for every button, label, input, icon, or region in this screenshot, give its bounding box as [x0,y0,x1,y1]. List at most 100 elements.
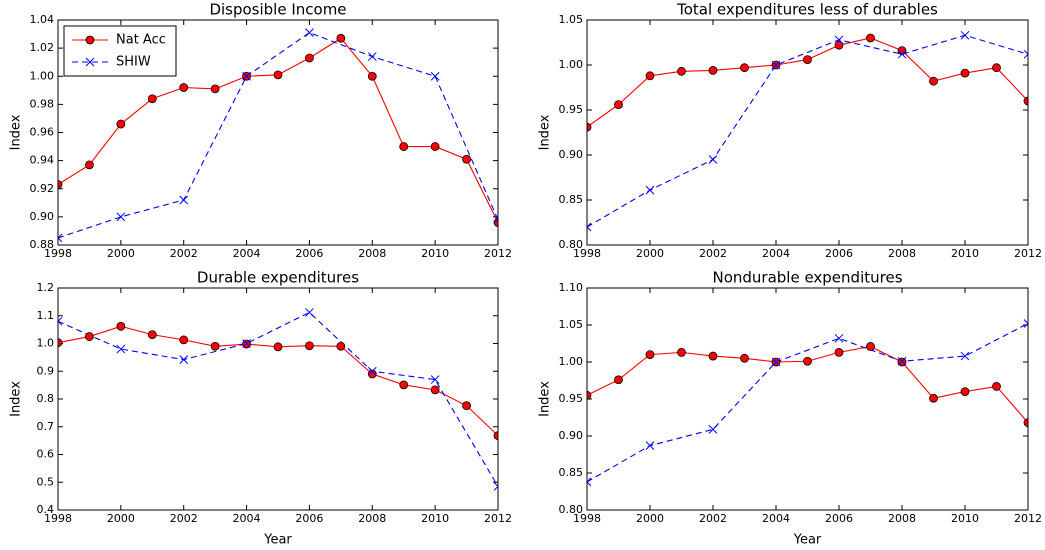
marker [430,142,440,151]
y-tick-label: 1.05 [559,13,584,26]
marker [273,342,283,352]
y-tick-label: 0.4 [37,503,55,516]
y-axis-label: Index [9,381,24,417]
marker [116,321,126,331]
marker [708,351,718,361]
marker [116,212,126,222]
plot-area [58,308,498,491]
subplot-title: Total expenditures less of durables [676,1,938,19]
y-tick-label: 0.92 [30,182,55,195]
marker [147,94,157,104]
marker [462,154,471,164]
marker [179,335,189,345]
marker [645,185,655,195]
marker [929,76,938,86]
marker [116,119,126,129]
marker [897,357,907,367]
subplot: Disposible Income Index 0.88 0.90 0.92 0.94 0.… [9,1,513,261]
legend-frame [63,25,177,77]
y-tick-label: 0.7 [37,420,55,433]
marker [430,71,440,81]
y-axis-label: Index [538,114,553,150]
y-tick-label: 1.00 [30,69,55,82]
subplot-title: Disposible Income [209,1,346,19]
y-axis-label: Index [538,381,553,417]
marker [897,49,907,59]
y-tick-label: 0.85 [559,193,584,206]
x-tick-label: 2006 [295,247,323,260]
marker [336,341,346,351]
marker [960,351,970,361]
marker [587,222,592,232]
x-tick-label: 2004 [233,512,261,525]
y-tick-label: 0.85 [559,466,584,479]
marker [58,180,63,189]
x-tick-label: 2006 [825,247,853,260]
y-tick-label: 1.0 [37,337,55,350]
marker [462,401,471,411]
marker [179,195,189,205]
marker [85,35,95,45]
marker [960,68,970,78]
y-tick-label: 1.00 [559,355,584,368]
marker [708,155,718,164]
x-tick-label: 2010 [951,512,979,525]
x-tick-label: 2012 [1014,512,1042,525]
x-tick-label: 2002 [170,512,198,525]
marker [305,341,314,351]
marker [708,66,718,75]
x-tick-label: 2006 [295,512,323,525]
marker [85,57,95,67]
marker [179,355,189,364]
axes-frame [586,287,1029,511]
x-tick-label: 2004 [233,247,261,260]
y-tick-label: 0.96 [30,126,55,139]
marker [866,342,875,351]
plot-area [58,28,498,243]
marker [58,316,63,326]
marker [242,71,251,81]
axes-frame [57,19,499,246]
series-line [587,323,1028,483]
marker [242,339,251,348]
marker [305,53,314,63]
marker [493,431,498,441]
marker [85,332,94,341]
marker [1023,319,1028,328]
marker [866,33,875,43]
marker [85,160,94,170]
subplot-title: Nondurable expenditures [712,269,902,287]
marker [834,35,844,45]
marker [399,380,409,390]
marker [645,441,655,450]
marker [929,393,938,403]
y-tick-label: 0.8 [37,392,55,405]
y-tick-label: 0.5 [37,475,55,488]
marker [614,375,623,385]
marker [210,341,220,351]
y-tick-label: 0.90 [559,148,584,161]
marker [677,66,686,76]
marker [708,424,718,434]
marker [399,142,409,151]
marker [273,70,283,80]
x-tick-label: 2006 [825,512,853,525]
y-tick-label: 0.95 [559,392,584,405]
y-tick-label: 0.94 [30,154,55,167]
y-tick-label: 0.95 [559,103,584,116]
legend-label: SHIW [116,55,151,70]
x-tick-label: 2000 [636,247,664,260]
x-tick-label: 1998 [573,512,601,525]
marker [834,347,844,357]
marker [210,84,220,94]
marker [960,30,970,40]
y-tick-label: 1.2 [37,281,55,294]
x-tick-label: 2010 [951,247,979,260]
marker [1023,418,1028,428]
axes-frame [586,19,1029,246]
y-tick-label: 0.90 [559,429,584,442]
marker [771,60,781,70]
marker [587,122,592,132]
y-tick-label: 0.80 [559,238,584,251]
x-tick-label: 2002 [170,247,198,260]
